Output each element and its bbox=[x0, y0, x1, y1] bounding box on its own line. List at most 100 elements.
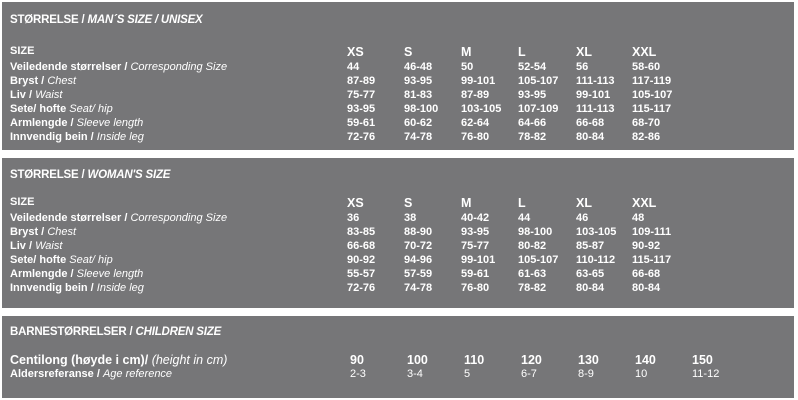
row-label: SIZE bbox=[10, 45, 34, 57]
size-cell: 115-117 bbox=[632, 103, 672, 115]
row-label: Aldersreferanse / Age reference bbox=[10, 368, 172, 380]
size-cell: 56 bbox=[576, 61, 589, 73]
label-norwegian: Armlengde / bbox=[10, 268, 74, 280]
size-cell: 5 bbox=[464, 368, 471, 380]
size-cell: 80-84 bbox=[632, 282, 661, 294]
size-cell: 44 bbox=[347, 61, 360, 73]
label-english: Chest bbox=[47, 226, 77, 238]
row-label: Veiledende størrelser / Corresponding Si… bbox=[10, 212, 227, 224]
size-cell: 80-82 bbox=[518, 240, 547, 252]
size-cell: 99-101 bbox=[461, 254, 496, 266]
size-row: Centilong (høyde i cm)/ (height in cm) 90… bbox=[2, 353, 794, 367]
size-cell: 90-92 bbox=[347, 254, 376, 266]
size-cell: 76-80 bbox=[461, 131, 490, 143]
size-row: SIZE XS S M L XL XXL bbox=[2, 196, 794, 210]
label-norwegian: Sete/ hofte bbox=[10, 103, 67, 115]
size-cell: 93-95 bbox=[518, 89, 547, 101]
row-label: Armlengde / Sleeve length bbox=[10, 268, 143, 280]
size-row: Aldersreferanse / Age reference 2-3 3-4 5 6-… bbox=[2, 368, 794, 382]
size-row: Liv / Waist 75-77 81-83 87-89 93-95 99-101 105… bbox=[2, 89, 794, 103]
size-cell: 75-77 bbox=[461, 240, 490, 252]
size-cell: 44 bbox=[518, 212, 531, 224]
label-english: Inside leg bbox=[96, 282, 144, 294]
label-norwegian: SIZE bbox=[10, 45, 35, 57]
row-label: Armlengde / Sleeve length bbox=[10, 117, 143, 129]
title-norwegian: BARNESTØRRELSER / bbox=[10, 326, 133, 338]
size-cell: M bbox=[461, 196, 472, 210]
size-cell: 66-68 bbox=[576, 117, 605, 129]
size-cell: XL bbox=[576, 196, 592, 210]
row-label: Sete/ hofte Seat/ hip bbox=[10, 103, 113, 115]
row-label: Liv / Waist bbox=[10, 89, 62, 101]
size-cell: 90 bbox=[350, 353, 364, 367]
size-cell: 72-76 bbox=[347, 131, 376, 143]
size-cell: 74-78 bbox=[404, 282, 433, 294]
size-cell: 76-80 bbox=[461, 282, 490, 294]
label-english: Seat/ hip bbox=[69, 103, 113, 115]
label-norwegian: Bryst / bbox=[10, 75, 45, 87]
label-norwegian: Aldersreferanse / bbox=[10, 368, 100, 380]
size-cell: 88-90 bbox=[404, 226, 433, 238]
label-english: Corresponding Size bbox=[130, 61, 228, 73]
size-cell: 8-9 bbox=[578, 368, 594, 380]
size-cell: 60-62 bbox=[404, 117, 433, 129]
size-cell: 103-105 bbox=[576, 226, 617, 238]
size-cell: 98-100 bbox=[404, 103, 439, 115]
size-row: SIZE XS S M L XL XXL bbox=[2, 45, 794, 59]
label-norwegian: Veiledende størrelser / bbox=[10, 212, 128, 224]
label-norwegian: Armlengde / bbox=[10, 117, 74, 129]
panel-title: BARNESTØRRELSER / CHILDREN SIZE bbox=[10, 326, 221, 338]
label-english: Corresponding Size bbox=[130, 212, 228, 224]
label-english: Seat/ hip bbox=[69, 254, 113, 266]
size-cell: 83-85 bbox=[347, 226, 376, 238]
size-cell: 36 bbox=[347, 212, 360, 224]
size-cell: S bbox=[404, 45, 413, 59]
size-cell: 80-84 bbox=[576, 131, 605, 143]
men-size-panel: STØRRELSE / MAN´S SIZE / UNISEX SIZE XS S M… bbox=[2, 2, 794, 150]
size-cell: 63-65 bbox=[576, 268, 605, 280]
size-cell: 3-4 bbox=[407, 368, 423, 380]
size-cell: 130 bbox=[578, 353, 599, 367]
row-label: Sete/ hofte Seat/ hip bbox=[10, 254, 113, 266]
label-english: Age reference bbox=[102, 368, 173, 380]
size-row: Liv / Waist 66-68 70-72 75-77 80-82 85-87 90-9… bbox=[2, 240, 794, 254]
children-size-panel: BARNESTØRRELSER / CHILDREN SIZE Centilong… bbox=[2, 316, 794, 398]
size-cell: 110 bbox=[464, 353, 485, 367]
size-cell: 115-117 bbox=[632, 254, 672, 266]
row-label: Liv / Waist bbox=[10, 240, 62, 252]
size-cell: 61-63 bbox=[518, 268, 547, 280]
label-norwegian: Liv / bbox=[10, 240, 33, 252]
size-cell: 72-76 bbox=[347, 282, 376, 294]
size-cell: 93-95 bbox=[461, 226, 490, 238]
size-cell: XS bbox=[347, 45, 364, 59]
size-cell: 117-119 bbox=[632, 75, 672, 87]
size-cell: 46 bbox=[576, 212, 589, 224]
size-cell: 105-107 bbox=[632, 89, 673, 101]
size-row: Armlengde / Sleeve length 55-57 57-59 59-61… bbox=[2, 268, 794, 282]
size-row: Armlengde / Sleeve length 59-61 60-62 62-64… bbox=[2, 117, 794, 131]
size-cell: 105-107 bbox=[518, 254, 559, 266]
size-cell: 90-92 bbox=[632, 240, 661, 252]
label-english: Inside leg bbox=[96, 131, 144, 143]
size-cell: 59-61 bbox=[461, 268, 490, 280]
size-row: Veiledende størrelser / Corresponding Si… bbox=[2, 61, 794, 75]
size-cell: 87-89 bbox=[347, 75, 376, 87]
size-cell: 2-3 bbox=[350, 368, 366, 380]
label-english: Sleeve length bbox=[76, 268, 144, 280]
panel-title: STØRRELSE / WOMAN'S SIZE bbox=[10, 169, 170, 181]
title-english: WOMAN'S SIZE bbox=[87, 169, 171, 181]
size-row: Bryst / Chest 87-89 93-95 99-101 105-107 111-… bbox=[2, 75, 794, 89]
size-cell: 55-57 bbox=[347, 268, 376, 280]
size-cell: 74-78 bbox=[404, 131, 433, 143]
size-cell: 109-111 bbox=[632, 226, 672, 238]
size-cell: 52-54 bbox=[518, 61, 547, 73]
size-cell: 40-42 bbox=[461, 212, 490, 224]
row-label: Veiledende størrelser / Corresponding Si… bbox=[10, 61, 227, 73]
size-cell: 48 bbox=[632, 212, 645, 224]
title-english: MAN´S SIZE / UNISEX bbox=[87, 14, 203, 26]
size-cell: 59-61 bbox=[347, 117, 376, 129]
size-cell: 62-64 bbox=[461, 117, 490, 129]
size-cell: 6-7 bbox=[521, 368, 537, 380]
size-cell: 93-95 bbox=[404, 75, 433, 87]
label-english: Sleeve length bbox=[76, 117, 144, 129]
